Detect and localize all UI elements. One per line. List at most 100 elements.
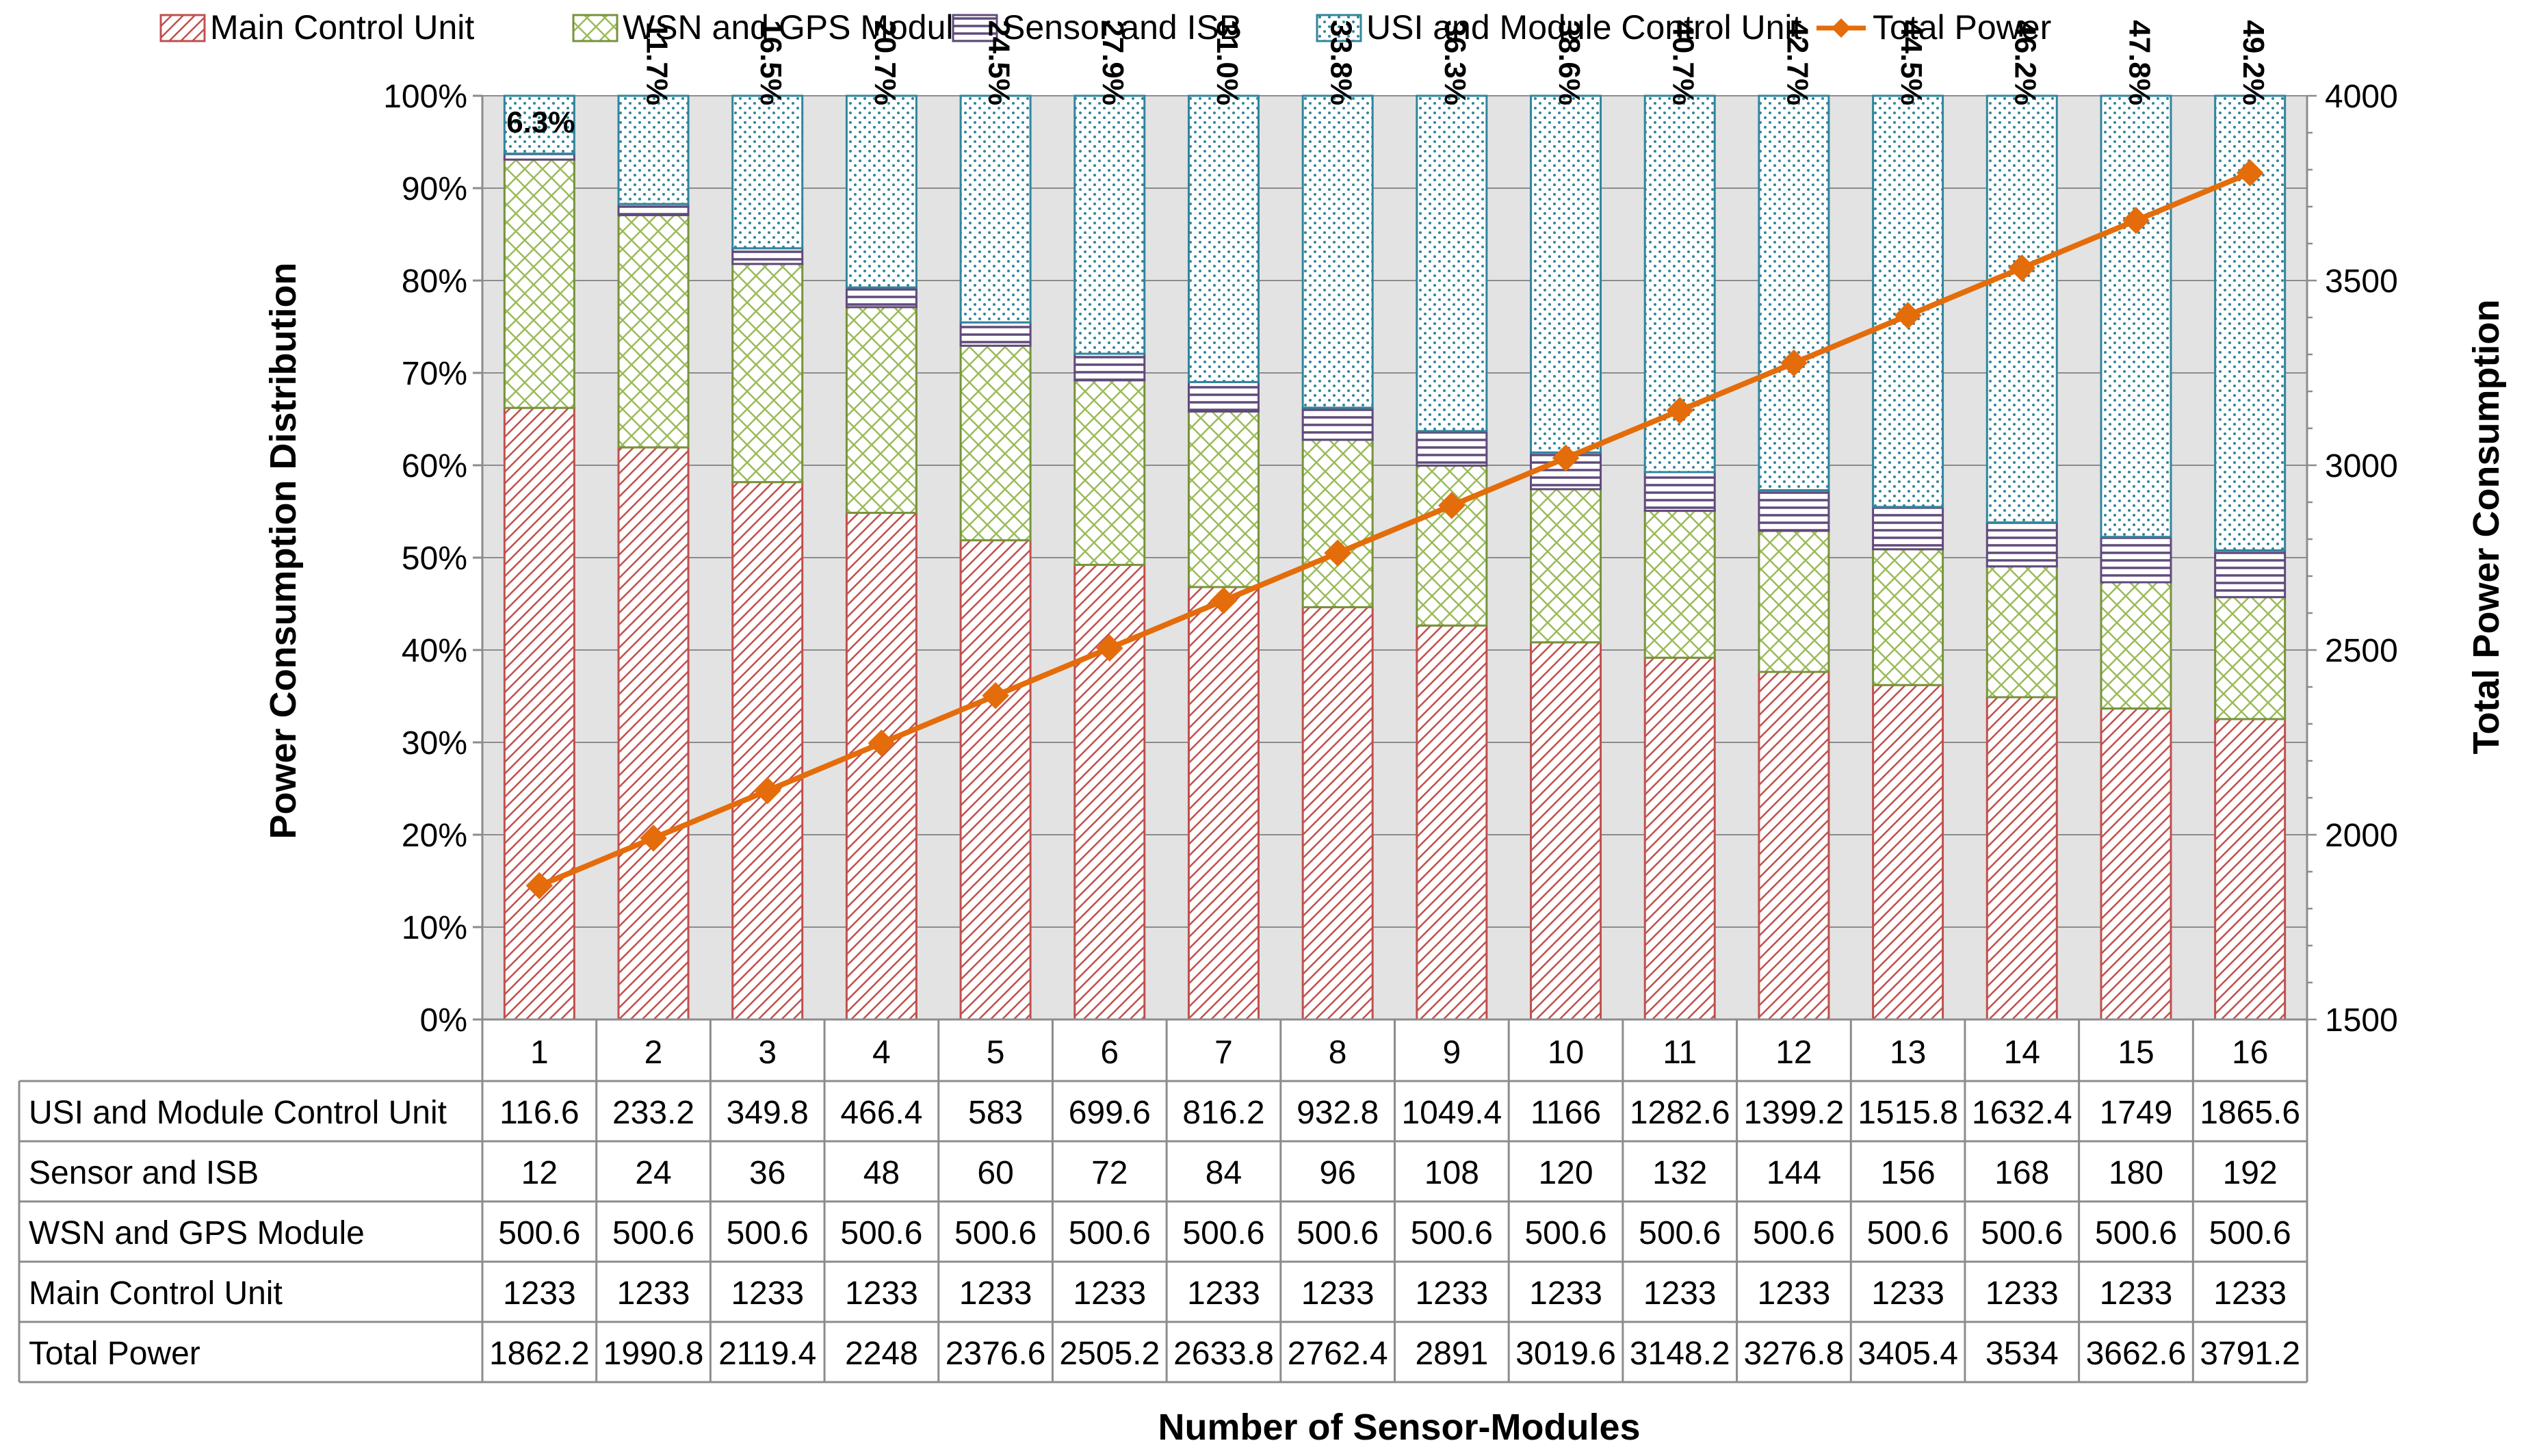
bar-label: 6.3% bbox=[506, 106, 575, 140]
legend-label: Sensor and ISB bbox=[1002, 8, 1242, 47]
table-cell: 500.6 bbox=[840, 1215, 922, 1251]
x-tick-label: 9 bbox=[1442, 1035, 1461, 1071]
bar-segment bbox=[845, 306, 917, 515]
table-cell: 1632.4 bbox=[1972, 1095, 2072, 1131]
bar-segment bbox=[1073, 94, 1146, 355]
table-cell: 500.6 bbox=[2209, 1215, 2291, 1251]
y2-tick-label: 4000 bbox=[2325, 79, 2398, 115]
bar-segment bbox=[731, 481, 804, 1021]
bar-segment bbox=[731, 94, 804, 250]
table-cell: 2376.6 bbox=[946, 1336, 1046, 1372]
bar-segment bbox=[959, 321, 1032, 347]
x-tick-label: 4 bbox=[872, 1035, 891, 1071]
y2-tick-label: 3500 bbox=[2325, 263, 2398, 300]
legend-entry: Sensor and ISB bbox=[952, 8, 1242, 47]
y2-tick-label: 2000 bbox=[2325, 818, 2398, 854]
bar-segment bbox=[1758, 530, 1830, 673]
bar-segment bbox=[959, 94, 1032, 324]
table-cell: 116.6 bbox=[499, 1095, 580, 1131]
table-cell: 816.2 bbox=[1182, 1095, 1264, 1131]
table-cell: 500.6 bbox=[1639, 1215, 1721, 1251]
bar-segment bbox=[2100, 536, 2172, 584]
bar-segment bbox=[731, 247, 804, 265]
total-power-marker bbox=[753, 777, 781, 805]
x-tick-label: 12 bbox=[1775, 1035, 1812, 1071]
table-cell: 1233 bbox=[1758, 1275, 1831, 1312]
table-cell: 2891 bbox=[1415, 1336, 1488, 1372]
bar-label: 11.7% bbox=[640, 22, 673, 105]
bar-segment bbox=[2214, 549, 2287, 599]
table-cell: 1233 bbox=[959, 1275, 1032, 1312]
table-cell: 168 bbox=[1994, 1155, 2049, 1191]
axes: 0% 10% 20% 30% 40% 50% 60% 70% 80% 90% 100% 1500 200… bbox=[383, 79, 2398, 1039]
total-power-marker bbox=[1210, 586, 1238, 614]
bar-segment bbox=[2100, 581, 2172, 710]
table-cell: 120 bbox=[1538, 1155, 1593, 1191]
table-cell: 349.8 bbox=[727, 1095, 809, 1131]
bar-segment bbox=[617, 203, 690, 216]
y-tick-label: 80% bbox=[402, 263, 467, 300]
table-cell: 1233 bbox=[731, 1275, 804, 1312]
table-cell: 1233 bbox=[2213, 1275, 2287, 1312]
table-cell: 1399.2 bbox=[1744, 1095, 1845, 1131]
bar-segment bbox=[731, 263, 804, 484]
bar-segment bbox=[503, 94, 575, 155]
table-cell: 36 bbox=[749, 1155, 785, 1191]
bar-label: 42.7% bbox=[1780, 20, 1814, 105]
bar-segment bbox=[1301, 606, 1374, 1021]
table-cell: 1233 bbox=[1073, 1275, 1146, 1312]
total-power-marker bbox=[1552, 444, 1580, 472]
x-axis-title: Number of Sensor-Modules bbox=[1158, 1407, 1640, 1448]
x-tick-label: 8 bbox=[1329, 1035, 1347, 1071]
table-cell: 132 bbox=[1652, 1155, 1707, 1191]
bar-segment bbox=[503, 406, 575, 1021]
y-tick-label: 50% bbox=[402, 541, 467, 577]
bar-labels: 6.3% 11.7% 16.5% 20.7% 24.5% 27.9% 31.0% 33.8% 3… bbox=[506, 20, 2270, 139]
table-cell: 500.6 bbox=[612, 1215, 694, 1251]
table-cell: 84 bbox=[1206, 1155, 1242, 1191]
total-power-marker bbox=[1095, 634, 1123, 662]
bar-segment bbox=[1073, 352, 1146, 382]
table-cell: 3148.2 bbox=[1630, 1336, 1730, 1372]
bar-label: 47.8% bbox=[2122, 20, 2156, 105]
table-cell: 3405.4 bbox=[1858, 1336, 1958, 1372]
table-cell: 500.6 bbox=[727, 1215, 809, 1251]
bars bbox=[503, 94, 2287, 1021]
total-power-marker bbox=[640, 824, 667, 852]
bar-segment bbox=[1416, 624, 1488, 1021]
bar-label: 38.6% bbox=[1552, 20, 1586, 105]
total-power-marker bbox=[525, 872, 554, 900]
total-power-marker bbox=[1324, 539, 1351, 567]
total-power-marker bbox=[1666, 397, 1694, 424]
bar-segment bbox=[1301, 94, 1374, 409]
bar-segment bbox=[617, 446, 690, 1021]
bar-segment bbox=[1073, 379, 1146, 567]
x-tick-label: 6 bbox=[1100, 1035, 1119, 1071]
table-cell: 1049.4 bbox=[1401, 1095, 1502, 1131]
total-power-polyline bbox=[538, 170, 2252, 889]
table-cell: 1233 bbox=[1301, 1275, 1375, 1312]
table-cell: 1282.6 bbox=[1630, 1095, 1730, 1131]
table-cell: 699.6 bbox=[1069, 1095, 1151, 1131]
x-tick-label: 2 bbox=[644, 1035, 663, 1071]
bar-label: 16.5% bbox=[754, 20, 787, 105]
bar-segment bbox=[845, 512, 917, 1021]
table-cell: 1865.6 bbox=[2200, 1095, 2300, 1131]
bar-segment bbox=[1872, 506, 1944, 551]
table-row-header: Sensor and ISB bbox=[29, 1155, 259, 1191]
table-cell: 1233 bbox=[1985, 1275, 2059, 1312]
legend-label: USI and Module Control Unit bbox=[1366, 8, 1802, 47]
bar-label: 44.5% bbox=[1894, 20, 1928, 105]
table-cell: 1233 bbox=[845, 1275, 918, 1312]
bar-segment bbox=[1872, 548, 1944, 686]
bar-segment bbox=[1301, 439, 1374, 608]
y-tick-label: 20% bbox=[402, 818, 467, 854]
legend-swatch bbox=[952, 14, 998, 42]
bar-segment bbox=[1643, 656, 1716, 1021]
legend-label: WSN and GPS Module bbox=[623, 8, 972, 47]
total-power-marker bbox=[2122, 207, 2150, 234]
table-cell: 48 bbox=[863, 1155, 900, 1191]
legend: Main Control Unit WSN and GPS Module Senso… bbox=[159, 8, 2051, 47]
bar-label: 33.8% bbox=[1325, 20, 1358, 105]
bar-segment bbox=[2214, 596, 2287, 720]
